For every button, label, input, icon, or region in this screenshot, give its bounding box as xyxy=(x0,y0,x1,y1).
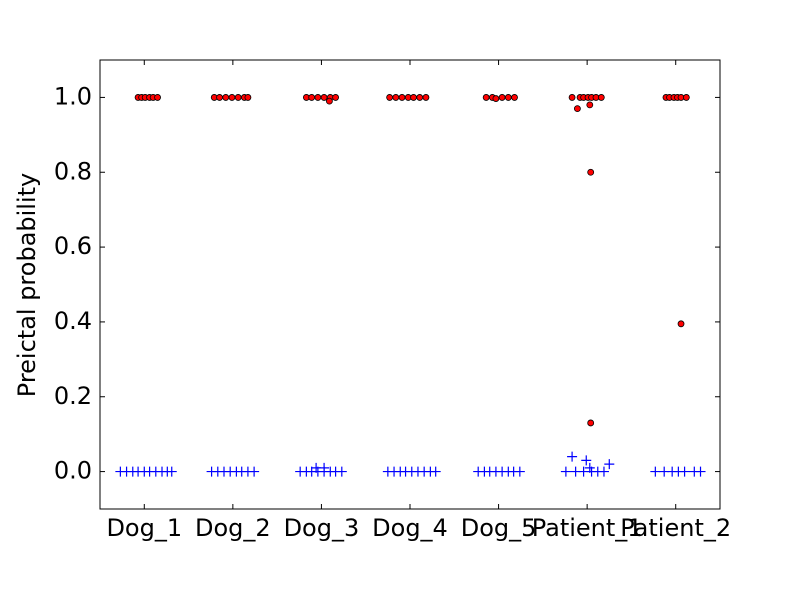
plot-frame xyxy=(99,59,721,510)
plus-marker xyxy=(581,455,592,466)
circle-marker xyxy=(320,94,328,101)
plus-marker xyxy=(166,466,177,477)
circle-marker xyxy=(386,94,394,101)
y-tick-label: 0.6 xyxy=(54,232,92,260)
circle-marker xyxy=(597,94,605,101)
circle-marker xyxy=(422,94,430,101)
circle-marker xyxy=(568,94,576,101)
plus-marker xyxy=(430,466,441,477)
x-tick-label: Dog_1 xyxy=(106,514,182,542)
y-axis-label: Preictal probability xyxy=(13,173,41,397)
plus-marker xyxy=(567,451,578,462)
circle-marker xyxy=(498,94,506,101)
circle-marker xyxy=(574,105,581,113)
circle-marker xyxy=(234,94,242,101)
x-tick-label: Dog_2 xyxy=(195,514,271,542)
circle-marker xyxy=(332,94,340,101)
circle-marker xyxy=(244,94,252,101)
y-tick-label: 1.0 xyxy=(54,82,92,110)
x-tick-label: Dog_3 xyxy=(284,514,360,542)
plus-marker xyxy=(249,466,260,477)
plus-marker xyxy=(560,466,571,477)
circle-marker xyxy=(587,419,595,427)
circle-marker xyxy=(492,95,500,102)
circle-marker xyxy=(228,94,236,101)
x-tick-label: Patient_2 xyxy=(620,514,731,542)
plus-marker xyxy=(598,466,609,477)
plus-marker xyxy=(319,462,330,473)
plus-marker xyxy=(650,466,661,477)
x-tick-label: Patient_1 xyxy=(532,514,643,542)
circle-marker xyxy=(682,94,690,101)
circle-marker xyxy=(308,94,316,101)
circle-marker xyxy=(677,320,685,328)
plus-marker xyxy=(679,466,690,477)
circle-marker xyxy=(392,94,400,101)
y-tick-label: 0.0 xyxy=(54,457,92,485)
plus-marker xyxy=(604,459,615,470)
circle-marker xyxy=(586,101,594,109)
circle-marker xyxy=(416,94,424,101)
circle-marker xyxy=(482,94,490,101)
x-tick-label: Dog_4 xyxy=(372,514,448,542)
circle-marker xyxy=(314,94,322,101)
x-tick-label: Dog_5 xyxy=(461,514,537,542)
y-tick-label: 0.4 xyxy=(54,307,92,335)
circle-marker xyxy=(587,168,595,176)
circle-marker xyxy=(222,94,230,101)
circle-marker xyxy=(154,94,161,101)
circle-marker xyxy=(511,94,518,101)
y-tick-label: 0.2 xyxy=(54,382,92,410)
y-tick-label: 0.8 xyxy=(54,157,92,185)
plus-marker xyxy=(336,466,347,477)
circle-marker xyxy=(410,94,417,101)
circle-marker xyxy=(398,94,406,101)
plus-marker xyxy=(584,462,595,473)
circle-marker xyxy=(504,94,512,101)
plus-marker xyxy=(695,466,706,477)
circle-marker xyxy=(325,97,333,105)
circle-marker xyxy=(216,94,223,101)
plus-marker xyxy=(514,466,525,477)
